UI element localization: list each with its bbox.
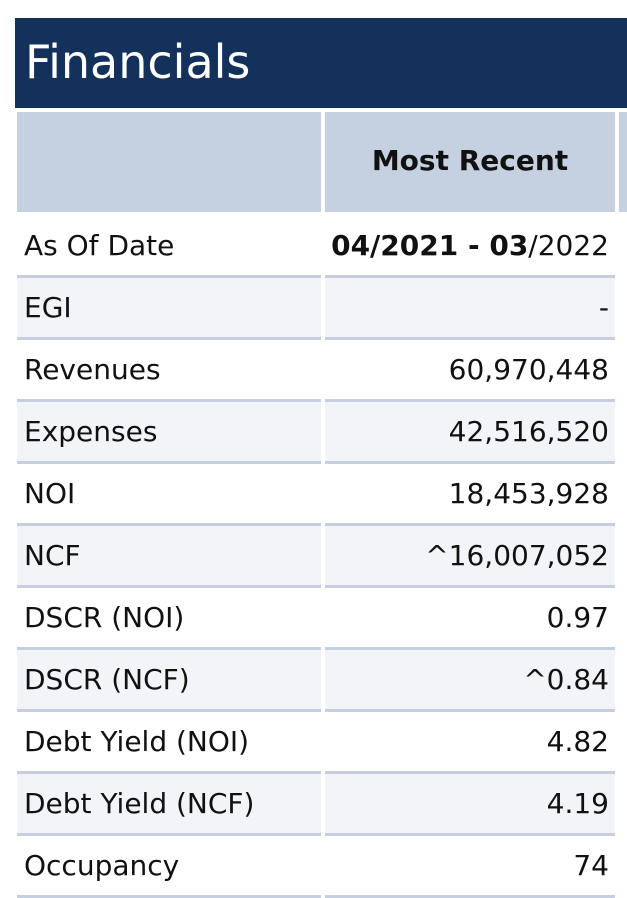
title: Financials [25,35,251,89]
row-value: 0.97 [546,601,609,634]
row-value: ^16,007,052 [425,539,609,572]
row-value-cell: ^0.84 [325,650,615,712]
row-value: 60,970,448 [448,353,609,386]
row-value-cell: 4.82 [325,712,615,774]
header-cell: Most Recent [325,112,615,212]
row-value-cell: 0.97 [325,588,615,650]
row-label: Debt Yield (NOI) [24,725,250,758]
row-label: DSCR (NOI) [24,601,185,634]
date-link[interactable]: 04/2021 - 03 [331,229,529,262]
header-cell [619,112,627,212]
row-value: 18,453,928 [448,477,609,510]
row-label: Debt Yield (NCF) [24,787,255,820]
row-label: Expenses [24,415,158,448]
row-label-cell: Occupancy [17,836,321,898]
row-label-cell: NCF [17,526,321,588]
row-value: 4.19 [546,787,609,820]
row-label-cell: DSCR (NCF) [17,650,321,712]
row-label: As Of Date [24,229,175,262]
row-value: 42,516,520 [448,415,609,448]
row-value: 4.82 [546,725,609,758]
row-value: 04/2021 - 03/2022 [331,228,609,264]
column-header: Most Recent [371,144,569,177]
row-label-cell: Revenues [17,340,321,402]
row-label: Occupancy [24,849,180,882]
row-label-cell: Debt Yield (NCF) [17,774,321,836]
row-value-cell: 04/2021 - 03/2022 [325,216,615,278]
row-label-cell: DSCR (NOI) [17,588,321,650]
date-text: /2022 [528,229,609,262]
header-cell [17,112,321,212]
row-value-cell: 18,453,928 [325,464,615,526]
row-label-cell: As Of Date [17,216,321,278]
row-value-cell: 42,516,520 [325,402,615,464]
row-value-cell: ^16,007,052 [325,526,615,588]
row-label-cell: Expenses [17,402,321,464]
row-value: - [598,291,609,324]
row-value: ^0.84 [523,663,609,696]
row-value-cell: 60,970,448 [325,340,615,402]
row-label-cell: EGI [17,278,321,340]
row-label: NOI [24,477,76,510]
title-bar: Financials [15,18,627,108]
row-label-cell: NOI [17,464,321,526]
row-label: NCF [24,539,81,572]
row-label: Revenues [24,353,161,386]
row-value-cell: 4.19 [325,774,615,836]
row-label-cell: Debt Yield (NOI) [17,712,321,774]
row-label: DSCR (NCF) [24,663,190,696]
row-value-cell: - [325,278,615,340]
row-label: EGI [24,291,72,324]
row-value-cell: 74 [325,836,615,898]
row-value: 74 [573,849,609,882]
